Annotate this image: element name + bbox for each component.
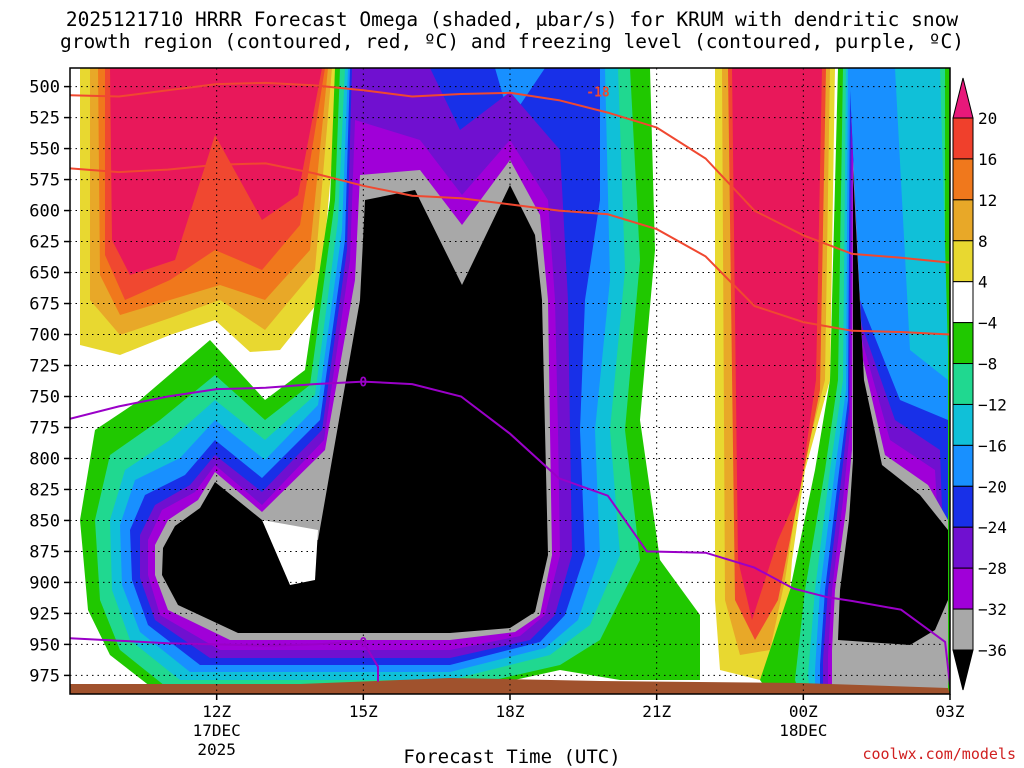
y-tick-label-900: 900 (29, 573, 60, 593)
x-tick-label-00Z: 00Z (789, 702, 818, 721)
colorbar-label-11: −28 (978, 559, 1007, 578)
y-tick-label-750: 750 (29, 387, 60, 407)
y-tick-label-950: 950 (29, 635, 60, 655)
contour-0 (70, 81, 950, 264)
colorbar-label-3: 8 (978, 232, 988, 251)
colorbar-box-9 (952, 485, 974, 528)
y-tick-label-600: 600 (29, 202, 60, 222)
contour-label-3: 0 (359, 636, 367, 651)
y-tick-label-675: 675 (29, 295, 60, 315)
colorbar-label-5: −4 (978, 314, 997, 333)
y-tick-label-625: 625 (29, 233, 60, 253)
colorbar-box-10 (952, 526, 974, 569)
omega-region-pos-20-right (732, 68, 822, 620)
colorbar-bottom-arrow (952, 649, 974, 691)
x-tick-date-00Z: 18DEC (779, 721, 827, 740)
chart-title-line-1: 2025121710 HRRR Forecast Omega (shaded, … (65, 8, 959, 31)
colorbar-box-8 (952, 444, 974, 487)
colorbar-top-arrow (952, 77, 974, 119)
y-tick-label-975: 975 (29, 666, 60, 686)
omega-region-pos-20 (110, 68, 322, 275)
colorbar-box-7 (952, 403, 974, 446)
colorbar-box-12 (952, 608, 974, 651)
colorbar-box-5 (952, 322, 974, 365)
colorbar: 20 16 12 8 4 −4 −8 −12 −16 −20 −24 −28 −32 −36 (952, 77, 1007, 691)
colorbar-box-4 (952, 281, 974, 324)
x-tick-date-12Z: 17DEC (193, 721, 241, 740)
x-axis-title: Forecast Time (UTC) (403, 746, 621, 768)
colorbar-box-11 (952, 567, 974, 610)
terrain-strip (70, 678, 950, 694)
omega-shading (70, 68, 950, 694)
y-tick-label-550: 550 (29, 140, 60, 160)
y-tick-label-800: 800 (29, 449, 60, 469)
y-tick-label-825: 825 (29, 480, 60, 500)
x-tick-label-12Z: 12Z (202, 702, 231, 721)
x-tick-label-03Z: 03Z (936, 702, 965, 721)
contour-1 (70, 162, 950, 336)
y-tick-label-925: 925 (29, 604, 60, 624)
x-tick-label-18Z: 18Z (496, 702, 525, 721)
colorbar-label-9: −20 (978, 477, 1007, 496)
y-tick-label-650: 650 (29, 264, 60, 284)
colorbar-label-2: 12 (978, 191, 997, 210)
colorbar-box-3 (952, 240, 974, 283)
colorbar-label-10: −24 (978, 518, 1007, 537)
colorbar-label-8: −16 (978, 436, 1007, 455)
colorbar-label-0: 20 (978, 109, 997, 128)
x-tick-label-15Z: 15Z (349, 702, 378, 721)
contour-label-2: 0 (359, 376, 367, 391)
colorbar-label-7: −12 (978, 395, 1007, 414)
y-tick-label-575: 575 (29, 171, 60, 191)
y-tick-label-500: 500 (29, 78, 60, 98)
contour-3 (70, 637, 379, 682)
colorbar-box-1 (952, 158, 974, 201)
contour-2 (70, 380, 950, 686)
y-tick-label-725: 725 (29, 357, 60, 377)
colorbar-box-0 (952, 117, 974, 160)
colorbar-label-4: 4 (978, 273, 988, 292)
y-tick-label-525: 525 (29, 109, 60, 129)
y-axis: 500 525 550 575 600 625 650 675 700 725 750 775 800 8… (29, 78, 70, 686)
colorbar-label-6: −8 (978, 355, 997, 374)
colorbar-box-6 (952, 363, 974, 405)
contours: -18 0 0 (70, 81, 950, 686)
y-tick-label-700: 700 (29, 326, 60, 346)
y-tick-label-850: 850 (29, 511, 60, 531)
grid (70, 68, 950, 694)
omega-region-neg-36 (162, 170, 948, 645)
x-tick-year-12Z: 2025 (197, 740, 236, 759)
colorbar-label-13: −36 (978, 641, 1007, 660)
colorbar-label-12: −32 (978, 600, 1007, 619)
colorbar-label-1: 16 (978, 150, 997, 169)
y-tick-label-775: 775 (29, 418, 60, 438)
colorbar-box-2 (952, 199, 974, 242)
chart-title-line-2: growth region (contoured, red, ºC) and f… (60, 30, 964, 53)
omega-white-gap (262, 520, 318, 585)
credit-link[interactable]: coolwx.com/models (862, 745, 1016, 763)
contour-label-0: -18 (586, 86, 610, 101)
y-tick-label-875: 875 (29, 542, 60, 562)
x-tick-label-21Z: 21Z (642, 702, 671, 721)
